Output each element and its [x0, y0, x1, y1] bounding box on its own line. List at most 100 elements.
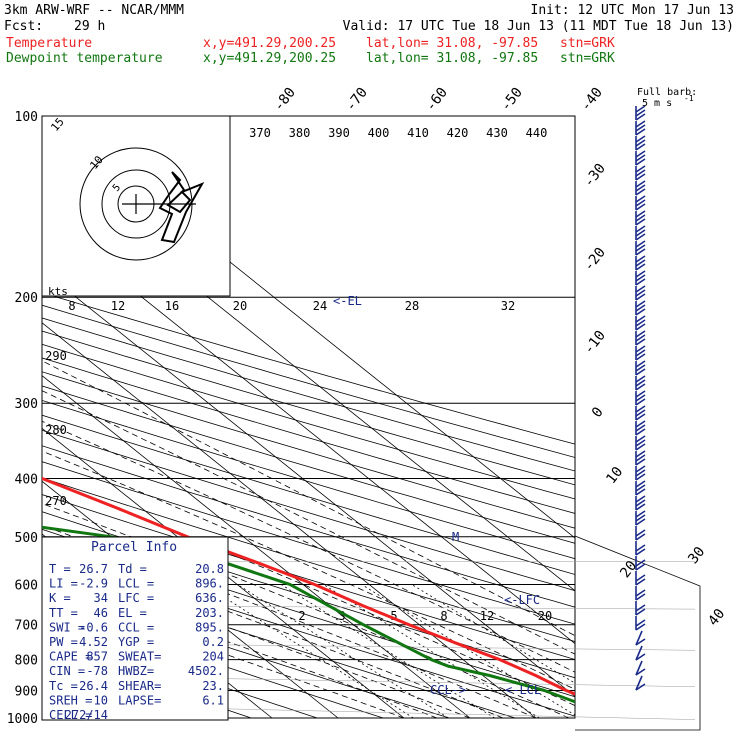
- wind-barb-flag: [635, 349, 646, 357]
- parcel-info-value: 23.: [202, 679, 224, 693]
- wind-barb-flag: [635, 139, 646, 147]
- wind-barb-flag: [635, 589, 646, 597]
- hodograph-scale-label: 20: [233, 299, 247, 313]
- parcel-info-key: CELL =: [49, 708, 92, 722]
- parcel-info-key: CCL =: [118, 620, 154, 634]
- theta-label: 430: [486, 126, 508, 140]
- pressure-label: 1000: [7, 712, 38, 727]
- wind-barb-flag: [635, 285, 646, 293]
- moist-adiabat-line: [42, 560, 471, 719]
- wind-barb-flag: [635, 420, 646, 428]
- wind-barb-flag: [635, 514, 646, 522]
- parcel-info-value: 204: [202, 650, 224, 664]
- wind-barb-flag: [635, 173, 646, 181]
- dry-adiabat-line: [42, 565, 516, 719]
- wind-barb-staff: [635, 630, 643, 646]
- wind-barb: [635, 465, 646, 481]
- theta-label: 280: [45, 423, 67, 437]
- wind-barb: [635, 556, 646, 571]
- hodograph-ring-label: 5: [111, 182, 123, 194]
- isotherm-line: [42, 269, 575, 697]
- mixing-ratio-label: 8: [440, 609, 447, 623]
- wind-barb-flag: [635, 653, 646, 661]
- skew-frame-edge: [574, 535, 701, 731]
- dry-adiabat-line: [42, 304, 575, 458]
- moist-adiabat-line: [42, 390, 575, 655]
- wind-barb-staff: [635, 660, 643, 676]
- wind-barb-flag: [635, 364, 646, 372]
- wind-barb-staff: [635, 645, 643, 661]
- parcel-info-key: TT =: [49, 606, 78, 620]
- wind-barb-flag: [635, 488, 646, 496]
- moist-adiabat-line: [42, 360, 575, 637]
- wind-barb: [635, 420, 646, 436]
- wind-barb-flag: [635, 105, 646, 113]
- parcel-info-title: Parcel Info: [91, 540, 177, 555]
- wind-barb-flag: [635, 158, 646, 166]
- dry-adiabat-line: [42, 330, 575, 486]
- pressure-label: 200: [15, 291, 38, 306]
- legend-temperature-xy: x,y=491.29,200.25: [203, 36, 337, 51]
- parcel-info-key: LAPSE=: [118, 693, 161, 707]
- wind-barb-flag: [635, 169, 646, 177]
- init-time: Init: 12 UTC Mon 17 Jun 13: [530, 3, 735, 18]
- wind-barb-flag: [635, 574, 646, 582]
- isotherm-label: -30: [581, 161, 609, 191]
- theta-label: 290: [45, 349, 67, 363]
- wind-barb-flag: [635, 443, 646, 451]
- parcel-info-key: EL =: [118, 606, 147, 620]
- wind-barb-flag: [635, 154, 646, 162]
- parcel-info-value: -2.9: [79, 577, 108, 591]
- wind-barb-flag: [635, 383, 646, 391]
- wind-barb-flag: [635, 608, 646, 616]
- wind-barb: [635, 150, 646, 166]
- hodograph-trace: [158, 171, 205, 244]
- wind-barb-flag: [635, 578, 646, 586]
- dry-adiabat-line: [42, 343, 575, 500]
- isotherm-label: -70: [343, 85, 371, 115]
- isotherm-line: [42, 375, 471, 719]
- wind-barb: [635, 571, 646, 586]
- isotherm-label: -10: [581, 328, 609, 358]
- wind-barb-flag: [635, 229, 646, 237]
- wind-barb: [635, 675, 646, 691]
- legend-dewpoint-name: Dewpoint temperature: [6, 51, 163, 66]
- wind-barb-flag: [635, 454, 646, 462]
- parcel-info-key: LFC =: [118, 591, 154, 605]
- wind-barb-flag: [635, 240, 646, 248]
- wind-barb-flag: [635, 368, 646, 376]
- level-marker-label: CCL->: [430, 683, 466, 697]
- wind-barb-flag: [635, 195, 646, 203]
- hodograph-scale-label: 32: [501, 299, 515, 313]
- parcel-info-key: SREH =: [49, 693, 92, 707]
- level-marker-label: <-LFC: [504, 593, 540, 607]
- wind-barb-flag: [635, 548, 646, 556]
- wind-barb: [635, 285, 646, 301]
- parcel-info-value: -78: [86, 664, 108, 678]
- parcel-info-key: Tc =: [49, 679, 78, 693]
- wind-barb: [635, 120, 646, 136]
- wind-barb-flag: [635, 338, 646, 346]
- wind-barb-flag: [635, 244, 646, 252]
- mixing-ratio-label: 2: [298, 609, 305, 623]
- wind-barb-staff: [635, 675, 643, 691]
- moist-adiabat-line: [42, 450, 575, 690]
- theta-label: 410: [407, 126, 429, 140]
- wind-barb: [635, 586, 646, 601]
- isotherm-label: -20: [581, 245, 609, 275]
- wind-barb-flag: [635, 109, 646, 117]
- wind-barb-flag: [635, 315, 646, 323]
- dry-adiabat-line: [42, 584, 450, 719]
- wind-barb-flag: [635, 199, 646, 207]
- wind-barb-flag: [635, 225, 646, 233]
- isotherm-line: [0, 116, 8, 718]
- dry-adiabat-line: [42, 604, 384, 719]
- wind-barb: [635, 315, 646, 331]
- isotherm-line: [42, 322, 537, 719]
- wind-barb-flag: [635, 683, 646, 691]
- wind-barb: [635, 300, 646, 316]
- wind-barb: [635, 450, 646, 466]
- wind-barb: [635, 645, 646, 661]
- wind-barb: [635, 660, 646, 676]
- isotherm-label: -80: [271, 85, 299, 115]
